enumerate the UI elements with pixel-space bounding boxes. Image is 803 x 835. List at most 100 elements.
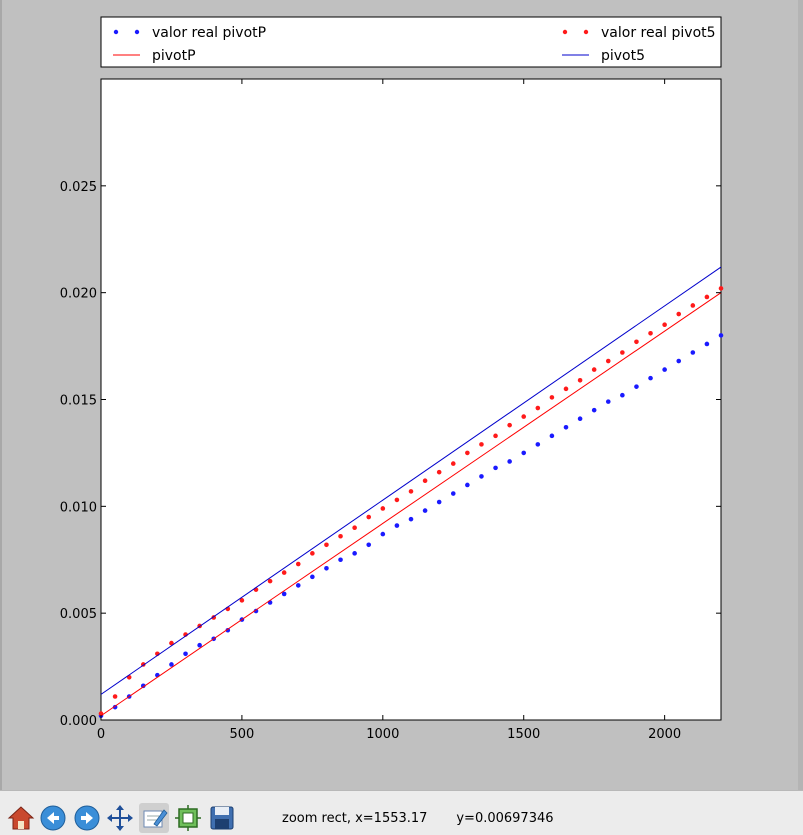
window-right-edge <box>798 0 803 790</box>
data-point <box>281 591 287 597</box>
data-point <box>310 551 315 556</box>
plot-data-layer <box>98 266 724 719</box>
data-point <box>493 465 498 471</box>
data-point <box>634 339 639 345</box>
window-left-edge <box>0 0 2 790</box>
series-line <box>100 266 722 695</box>
data-point <box>253 608 259 614</box>
data-point <box>648 375 653 381</box>
y-tick-label: 0.000 <box>60 714 97 729</box>
back-button[interactable] <box>38 803 68 833</box>
legend-entry-pivotP-dots: valor real pivotP <box>113 25 266 41</box>
data-point <box>690 303 696 308</box>
data-point <box>521 414 527 419</box>
data-point <box>507 422 512 428</box>
data-point <box>422 478 428 483</box>
series-pivotp <box>100 292 722 717</box>
data-point <box>183 651 188 657</box>
data-point <box>591 367 597 372</box>
data-point <box>549 395 555 400</box>
data-point <box>563 424 569 430</box>
data-point <box>295 583 301 588</box>
x-tick-label: 2000 <box>648 727 681 742</box>
data-point <box>267 578 273 584</box>
legend-label: pivot5 <box>601 48 645 64</box>
data-point <box>620 392 625 398</box>
data-point <box>676 311 682 317</box>
zoom-button[interactable] <box>139 803 169 833</box>
data-point <box>436 499 442 505</box>
data-point <box>479 474 484 479</box>
axes-frame <box>100 78 722 721</box>
data-point <box>310 574 315 580</box>
data-point <box>394 523 400 528</box>
subplots-button[interactable] <box>173 803 203 833</box>
data-point <box>338 533 343 539</box>
legend-entry-pivotP-line: pivotP <box>113 48 196 64</box>
legend-frame <box>100 16 722 68</box>
data-point <box>704 341 710 347</box>
data-point <box>295 561 301 567</box>
legend-marker <box>562 29 568 35</box>
data-point <box>718 333 724 338</box>
pan-icon <box>107 805 133 831</box>
back-icon <box>40 805 66 831</box>
x-tick-label: 1000 <box>366 727 399 742</box>
status-readout: zoom rect, x=1553.17 y=0.00697346 <box>282 811 554 826</box>
data-point <box>535 442 541 447</box>
data-point <box>605 399 611 404</box>
y-tick-label: 0.025 <box>60 180 97 195</box>
data-point <box>352 551 357 556</box>
home-button[interactable] <box>6 803 36 833</box>
data-point <box>239 598 245 603</box>
data-point <box>169 640 174 646</box>
data-point <box>465 450 470 456</box>
data-point <box>507 459 512 464</box>
data-point <box>465 482 470 488</box>
data-point <box>620 350 625 355</box>
y-tick-label: 0.015 <box>60 394 97 409</box>
series-pivot5 <box>100 266 722 695</box>
legend-label: pivotP <box>152 48 196 64</box>
data-point <box>577 377 583 383</box>
data-point <box>436 469 442 475</box>
data-point <box>408 489 414 494</box>
series-valor-real-pivot5 <box>98 286 724 716</box>
data-point <box>718 286 724 291</box>
data-point <box>521 450 527 456</box>
chart-canvas[interactable]: valor real pivotP valor real pivot5 pivo… <box>0 0 803 790</box>
data-point <box>338 557 343 563</box>
data-point <box>394 497 400 503</box>
data-point <box>535 405 541 411</box>
legend-marker <box>113 29 119 35</box>
y-tick-label: 0.005 <box>60 607 97 622</box>
legend-entry-pivot5-line: pivot5 <box>562 48 645 64</box>
data-point <box>549 433 555 439</box>
data-point <box>197 642 202 648</box>
data-point <box>281 570 287 575</box>
pan-button[interactable] <box>105 803 135 833</box>
save-button[interactable] <box>207 803 237 833</box>
data-point <box>366 542 372 548</box>
zoom-icon <box>143 809 168 828</box>
legend: valor real pivotP valor real pivot5 pivo… <box>100 16 722 68</box>
data-point <box>704 294 710 300</box>
legend-marker <box>583 29 589 35</box>
forward-button[interactable] <box>72 803 102 833</box>
data-point <box>634 384 639 389</box>
legend-entry-pivot5-dots: valor real pivot5 <box>562 25 716 41</box>
data-point <box>324 565 329 571</box>
data-point <box>676 358 682 364</box>
data-point <box>140 683 146 689</box>
forward-icon <box>74 805 100 831</box>
data-point <box>225 627 231 633</box>
x-tick-label: 1500 <box>507 727 540 742</box>
x-tick-label: 0 <box>97 727 105 742</box>
data-point <box>324 542 329 548</box>
x-axis-ticks: 0 500 1000 1500 2000 <box>97 79 681 742</box>
data-point <box>563 386 569 392</box>
y-tick-label: 0.010 <box>60 500 97 515</box>
data-point <box>169 662 174 667</box>
data-point <box>605 358 611 364</box>
